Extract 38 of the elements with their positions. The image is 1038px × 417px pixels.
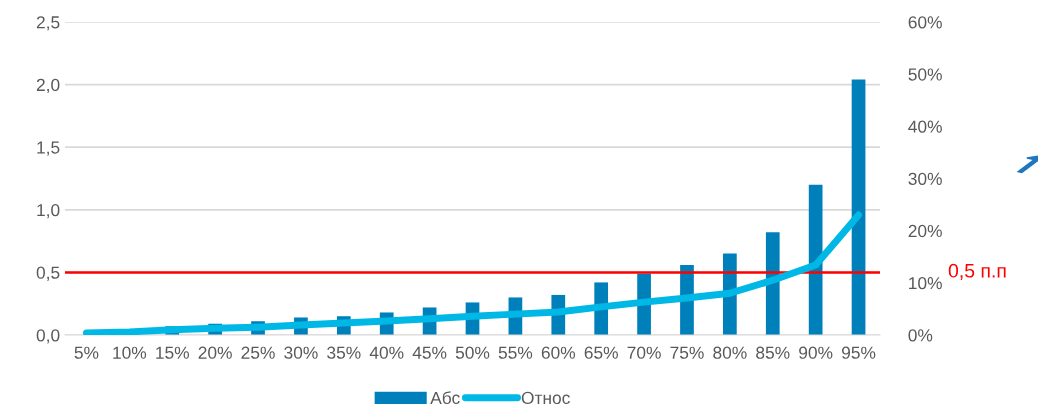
- x-tick-label: 35%: [327, 346, 361, 359]
- x-tick-label: 15%: [156, 346, 189, 359]
- y2-tick-label: 0%: [908, 329, 933, 342]
- y-tick-label: 0,5: [36, 266, 60, 281]
- y2-tick-label: 20%: [908, 224, 942, 238]
- y-tick-label: 1,5: [37, 141, 60, 156]
- x-tick-label: 50%: [455, 346, 490, 359]
- x-tick-label: 30%: [284, 346, 318, 359]
- y-tick-label: 0,0: [36, 329, 60, 344]
- y-tick-label: 2,5: [36, 16, 60, 31]
- x-tick-label: 40%: [369, 346, 404, 359]
- x-tick-label: 95%: [841, 346, 876, 359]
- x-tick-label: 60%: [541, 346, 576, 359]
- bar: [808, 184, 823, 335]
- bar: [765, 232, 780, 335]
- legend-label: Абс: [430, 391, 460, 405]
- x-tick-label: 5%: [74, 346, 99, 359]
- y2-tick-label: 40%: [908, 120, 942, 133]
- x-tick-label: 75%: [670, 346, 704, 359]
- x-tick-label: 85%: [756, 346, 790, 359]
- y2-tick-label: 10%: [909, 277, 942, 290]
- x-tick-label: 10%: [113, 346, 147, 359]
- ref-line-label: 0,5 п.п: [948, 263, 1006, 280]
- y2-tick-label: 30%: [908, 172, 942, 185]
- bar: [851, 79, 866, 335]
- x-tick-label: 80%: [713, 346, 747, 359]
- x-tick-label: 90%: [799, 346, 833, 359]
- y-tick-label: 2,0: [36, 78, 60, 94]
- x-tick-label: 25%: [241, 346, 275, 359]
- x-tick-label: 65%: [584, 346, 618, 359]
- y2-tick-label: 50%: [908, 68, 942, 81]
- y2-tick-label: 60%: [908, 16, 942, 29]
- x-tick-label: 70%: [627, 346, 661, 359]
- y-tick-label: 1,0: [37, 203, 60, 219]
- x-tick-label: 55%: [498, 346, 533, 359]
- x-tick-label: 45%: [412, 346, 447, 359]
- legend-label: Относ: [521, 391, 570, 405]
- x-tick-label: 20%: [198, 346, 232, 359]
